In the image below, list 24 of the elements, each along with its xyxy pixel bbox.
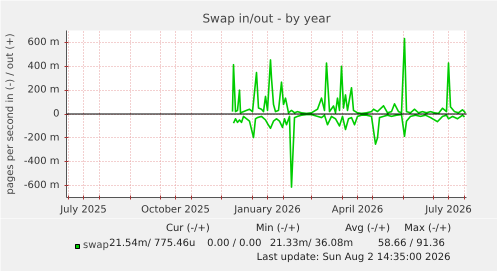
x-tick-label: April 2026 xyxy=(332,204,384,216)
text: Min (-/+) xyxy=(256,223,300,234)
x-tick-label: January 2026 xyxy=(233,204,301,216)
text: Avg (-/+) xyxy=(345,223,390,234)
text: 21.54m/ 775.46u xyxy=(109,238,196,249)
text: Max (-/+) xyxy=(404,223,452,234)
y-axis-title: pages per second in (-) / out (+) xyxy=(4,33,16,195)
text: 0.00 / 0.00 xyxy=(207,238,262,249)
text: 58.66 / 91.36 xyxy=(378,238,445,249)
y-tick-label: -200 m xyxy=(24,132,60,144)
y-tick-label: 400 m xyxy=(27,60,60,72)
y-tick-label: 0 xyxy=(53,108,60,120)
x-tick-label: July 2025 xyxy=(59,204,107,216)
y-tick-label: 200 m xyxy=(27,84,60,96)
x-tick-label: July 2026 xyxy=(424,204,472,216)
text: 21.33m/ 36.08m xyxy=(270,238,354,249)
text: Cur (-/+) xyxy=(166,223,210,234)
text: Last update: Sun Aug 2 14:35:00 2026 xyxy=(256,252,450,263)
y-tick-label: 600 m xyxy=(27,36,60,48)
x-tick-label: October 2025 xyxy=(141,204,210,216)
legend-label: swap xyxy=(83,240,109,251)
chart-title: Swap in/out - by year xyxy=(202,12,331,26)
y-tick-label: -600 m xyxy=(24,180,60,192)
y-tick-label: -400 m xyxy=(24,156,60,168)
